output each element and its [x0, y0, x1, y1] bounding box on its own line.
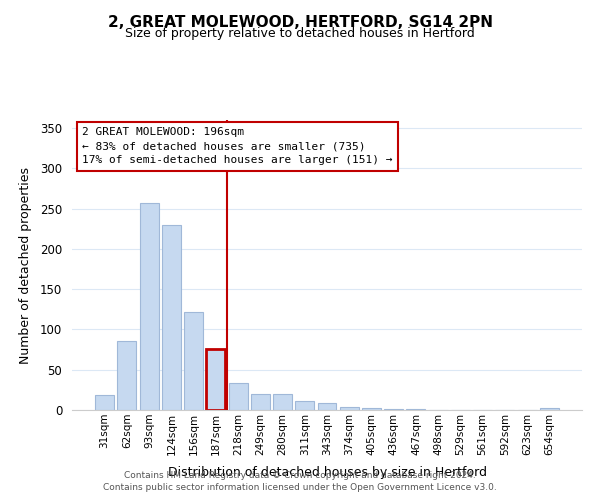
- Bar: [317, 403, 337, 410]
- Bar: [251, 394, 270, 410]
- Bar: [162, 224, 181, 410]
- Bar: [295, 401, 314, 410]
- Bar: [340, 407, 359, 410]
- Bar: [118, 340, 136, 410]
- Text: Contains public sector information licensed under the Open Government Licence v3: Contains public sector information licen…: [103, 484, 497, 492]
- Bar: [184, 312, 203, 410]
- Text: Size of property relative to detached houses in Hertford: Size of property relative to detached ho…: [125, 28, 475, 40]
- Text: 2 GREAT MOLEWOOD: 196sqm
← 83% of detached houses are smaller (735)
17% of semi-: 2 GREAT MOLEWOOD: 196sqm ← 83% of detach…: [82, 127, 392, 165]
- Text: Contains HM Land Registry data © Crown copyright and database right 2024.: Contains HM Land Registry data © Crown c…: [124, 471, 476, 480]
- Text: 2, GREAT MOLEWOOD, HERTFORD, SG14 2PN: 2, GREAT MOLEWOOD, HERTFORD, SG14 2PN: [107, 15, 493, 30]
- Bar: [95, 394, 114, 410]
- Bar: [362, 408, 381, 410]
- X-axis label: Distribution of detached houses by size in Hertford: Distribution of detached houses by size …: [167, 466, 487, 479]
- Y-axis label: Number of detached properties: Number of detached properties: [19, 166, 32, 364]
- Bar: [140, 203, 158, 410]
- Bar: [229, 384, 248, 410]
- Bar: [384, 409, 403, 410]
- Bar: [273, 394, 292, 410]
- Bar: [540, 408, 559, 410]
- Bar: [406, 409, 425, 410]
- Bar: [206, 349, 225, 410]
